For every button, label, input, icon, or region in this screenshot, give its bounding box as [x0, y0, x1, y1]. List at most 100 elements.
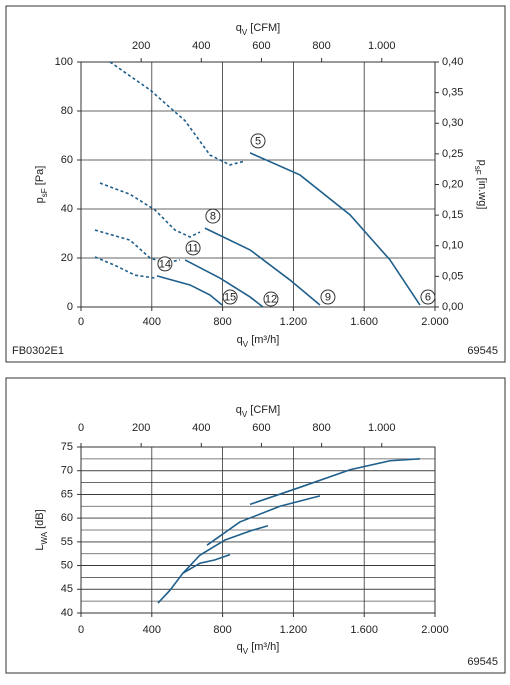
y2-tick-label: 0,25: [442, 148, 463, 160]
curve-label: 9: [325, 291, 331, 303]
figure-code: FB0302E1: [12, 345, 64, 357]
axis-label-sub: V: [242, 28, 248, 37]
x2-tick-label: 1.000: [368, 422, 396, 434]
axis-label: qV [CFM]: [236, 404, 280, 419]
y-tick-label: 45: [61, 583, 73, 595]
x2-tick-label: 1.000: [368, 40, 396, 52]
curve-label-ring: [222, 289, 238, 305]
y-tick-label: 55: [61, 536, 73, 548]
axis-label-text: q: [237, 641, 243, 653]
curve-label-ring: [205, 208, 221, 224]
y-tick-label: 50: [61, 559, 73, 571]
curve: [99, 182, 201, 238]
x-tick-label: 400: [143, 316, 161, 328]
x-tick-label: 400: [143, 624, 161, 636]
figure-code: 69545: [467, 345, 498, 357]
x2-tick-label: 600: [252, 422, 270, 434]
curve: [157, 553, 231, 604]
curve-label-ring: [263, 291, 279, 307]
axis-label-sub: V: [243, 340, 249, 349]
axis-label-text: L: [34, 545, 46, 551]
axis-label-text: q: [237, 334, 243, 346]
y2-tick-label: 0,30: [442, 117, 463, 129]
curve: [249, 458, 421, 506]
axis-label: psF [in.wg]: [473, 160, 488, 210]
y2-tick-label: 0,40: [442, 56, 463, 68]
x-tick-label: 1.200: [280, 624, 308, 636]
axis-label-unit: [CFM]: [247, 22, 280, 34]
x2-tick-label: 200: [132, 422, 150, 434]
curve-label-ring: [420, 289, 436, 305]
curve-label-ring: [250, 133, 266, 149]
curve-label-ring: [185, 240, 201, 256]
x-tick-label: 1.600: [350, 624, 378, 636]
curve: [184, 259, 264, 308]
curve-label-ring: [157, 256, 173, 272]
x-tick-label: 2.000: [421, 316, 449, 328]
y-tick-label: 70: [61, 465, 73, 477]
y-tick-label: 60: [61, 512, 73, 524]
x2-tick-label: 600: [252, 40, 270, 52]
x-tick-label: 0: [78, 316, 84, 328]
y-tick-label: 20: [61, 252, 73, 264]
axis-label-sub: WA: [40, 531, 49, 544]
y-tick-label: 40: [61, 607, 73, 619]
axis-label: LWA [dB]: [34, 509, 49, 550]
curve: [204, 227, 321, 306]
y-tick-label: 75: [61, 441, 73, 453]
curve: [182, 524, 269, 574]
curve-label-ring: [320, 289, 336, 305]
axis-label: psF [Pa]: [34, 166, 49, 204]
curve: [249, 152, 421, 306]
axis-label-unit: [m³/h]: [248, 334, 279, 346]
axis-label-unit: [CFM]: [247, 404, 280, 416]
curve: [109, 61, 246, 166]
axis-label: qV [m³/h]: [237, 334, 280, 349]
plot-frame: [80, 61, 436, 308]
y-tick-label: 0: [67, 301, 73, 313]
x2-tick-label: 800: [312, 422, 330, 434]
x-tick-label: 1.600: [350, 316, 378, 328]
curve: [156, 275, 223, 306]
curve: [206, 495, 321, 546]
axis-label-sub: sF: [473, 166, 482, 175]
curve-label: 14: [159, 258, 171, 270]
axis-label-sub: V: [242, 410, 248, 419]
y2-tick-label: 0,35: [442, 87, 463, 99]
x2-tick-label: 400: [192, 40, 210, 52]
curve-label: 5: [255, 135, 261, 147]
axis-label-text: p: [34, 197, 46, 203]
x2-tick-label: 0: [78, 422, 84, 434]
y2-tick-label: 0,05: [442, 270, 463, 282]
chart-frame: [5, 377, 506, 674]
x-tick-label: 800: [213, 316, 231, 328]
curve-label: 11: [187, 242, 198, 254]
axis-label-sub: sF: [40, 188, 49, 197]
axis-label: qV [m³/h]: [237, 641, 280, 656]
y-tick-label: 80: [61, 105, 73, 117]
curve-label: 6: [425, 291, 431, 303]
x-tick-label: 800: [213, 624, 231, 636]
chart-frame: [5, 5, 506, 363]
axis-label-sub: V: [243, 647, 249, 656]
axis-label-unit: [Pa]: [34, 166, 46, 189]
y-tick-label: 65: [61, 488, 73, 500]
axis-label-text: p: [476, 160, 488, 166]
x-tick-label: 0: [78, 624, 84, 636]
axis-label-text: q: [236, 404, 242, 416]
x-tick-label: 1.200: [280, 316, 308, 328]
y2-tick-label: 0,15: [442, 209, 463, 221]
curve-label: 12: [265, 293, 277, 305]
y-tick-label: 100: [55, 56, 73, 68]
x2-tick-label: 200: [132, 40, 150, 52]
y2-tick-label: 0,00: [442, 301, 463, 313]
plot-frame: [80, 446, 436, 614]
y2-tick-label: 0,20: [442, 178, 463, 190]
axis-label-unit: [m³/h]: [248, 641, 279, 653]
axis-label-unit: [dB]: [34, 509, 46, 532]
curve-label: 15: [224, 291, 236, 303]
curve: [94, 256, 156, 279]
axis-label-text: q: [236, 22, 242, 34]
x2-tick-label: 400: [192, 422, 210, 434]
